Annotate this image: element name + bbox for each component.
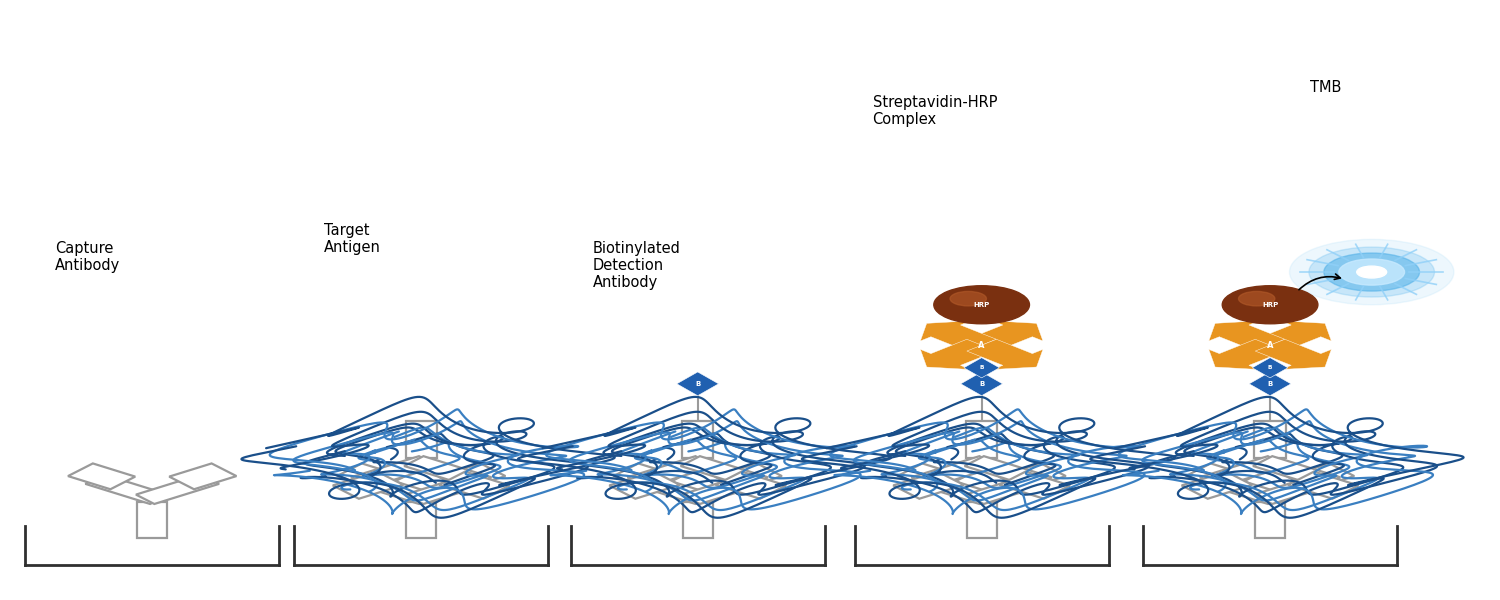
Bar	[912, 456, 999, 487]
Bar	[915, 475, 998, 504]
Text: TMB: TMB	[1311, 80, 1342, 95]
Polygon shape	[1209, 321, 1286, 351]
Circle shape	[1340, 259, 1404, 285]
Bar	[609, 472, 680, 499]
Text: Streptavidin-HRP
Complex: Streptavidin-HRP Complex	[873, 95, 998, 127]
Bar	[438, 463, 506, 489]
Bar	[681, 456, 768, 487]
Bar	[681, 475, 765, 504]
Text: B: B	[980, 365, 984, 370]
Bar	[897, 463, 964, 489]
Circle shape	[950, 292, 987, 306]
Bar	[682, 502, 712, 538]
Bar	[1186, 463, 1252, 489]
Polygon shape	[1256, 339, 1332, 370]
Text: HRP: HRP	[974, 302, 990, 308]
Bar	[966, 421, 998, 458]
Polygon shape	[968, 321, 1042, 351]
Circle shape	[1290, 239, 1454, 305]
Bar	[136, 475, 219, 504]
Text: B: B	[980, 381, 984, 387]
Bar	[68, 463, 135, 489]
Bar	[1287, 463, 1354, 489]
Circle shape	[1222, 286, 1318, 324]
Bar	[1203, 475, 1287, 504]
Bar	[1256, 502, 1286, 538]
Bar	[1254, 475, 1336, 504]
Text: B: B	[1268, 365, 1272, 370]
Bar	[405, 421, 436, 458]
Bar	[716, 472, 786, 499]
Bar	[440, 472, 510, 499]
Polygon shape	[968, 339, 1042, 370]
Bar	[404, 456, 492, 487]
Bar	[966, 502, 996, 538]
Circle shape	[934, 286, 1029, 324]
Bar	[406, 502, 436, 538]
Polygon shape	[1250, 372, 1292, 396]
Bar	[632, 475, 714, 504]
Bar	[138, 502, 166, 538]
Bar	[614, 463, 681, 489]
Bar	[964, 456, 1052, 487]
Bar	[1254, 421, 1286, 458]
Bar	[966, 475, 1048, 504]
Circle shape	[1356, 266, 1386, 278]
Polygon shape	[921, 321, 996, 351]
Bar	[999, 463, 1066, 489]
Bar	[354, 475, 438, 504]
Bar	[714, 463, 782, 489]
Bar	[627, 456, 716, 487]
Polygon shape	[960, 372, 1002, 396]
Bar	[682, 421, 714, 458]
Bar	[86, 475, 168, 504]
Text: A: A	[1268, 341, 1274, 350]
Bar	[338, 463, 404, 489]
Text: B: B	[694, 381, 700, 387]
Text: B: B	[1268, 381, 1272, 387]
Polygon shape	[676, 372, 718, 396]
Bar	[1182, 472, 1252, 499]
Bar	[1200, 456, 1287, 487]
Circle shape	[1324, 253, 1419, 291]
Bar	[999, 472, 1070, 499]
Polygon shape	[921, 339, 996, 370]
Bar	[892, 472, 964, 499]
Text: Target
Antigen: Target Antigen	[324, 223, 381, 255]
Text: HRP: HRP	[1262, 302, 1278, 308]
Bar	[333, 472, 404, 499]
Polygon shape	[1209, 339, 1286, 370]
Bar	[351, 456, 438, 487]
Text: Capture
Antibody: Capture Antibody	[56, 241, 120, 273]
Text: A: A	[978, 341, 986, 350]
Text: Biotinylated
Detection
Antibody: Biotinylated Detection Antibody	[592, 241, 681, 290]
Polygon shape	[964, 358, 999, 378]
Bar	[170, 463, 237, 489]
Bar	[405, 475, 488, 504]
Bar	[1252, 456, 1341, 487]
Circle shape	[1310, 247, 1434, 297]
Polygon shape	[1252, 358, 1288, 378]
Circle shape	[1239, 292, 1275, 306]
Polygon shape	[1256, 321, 1332, 351]
Bar	[1288, 472, 1359, 499]
